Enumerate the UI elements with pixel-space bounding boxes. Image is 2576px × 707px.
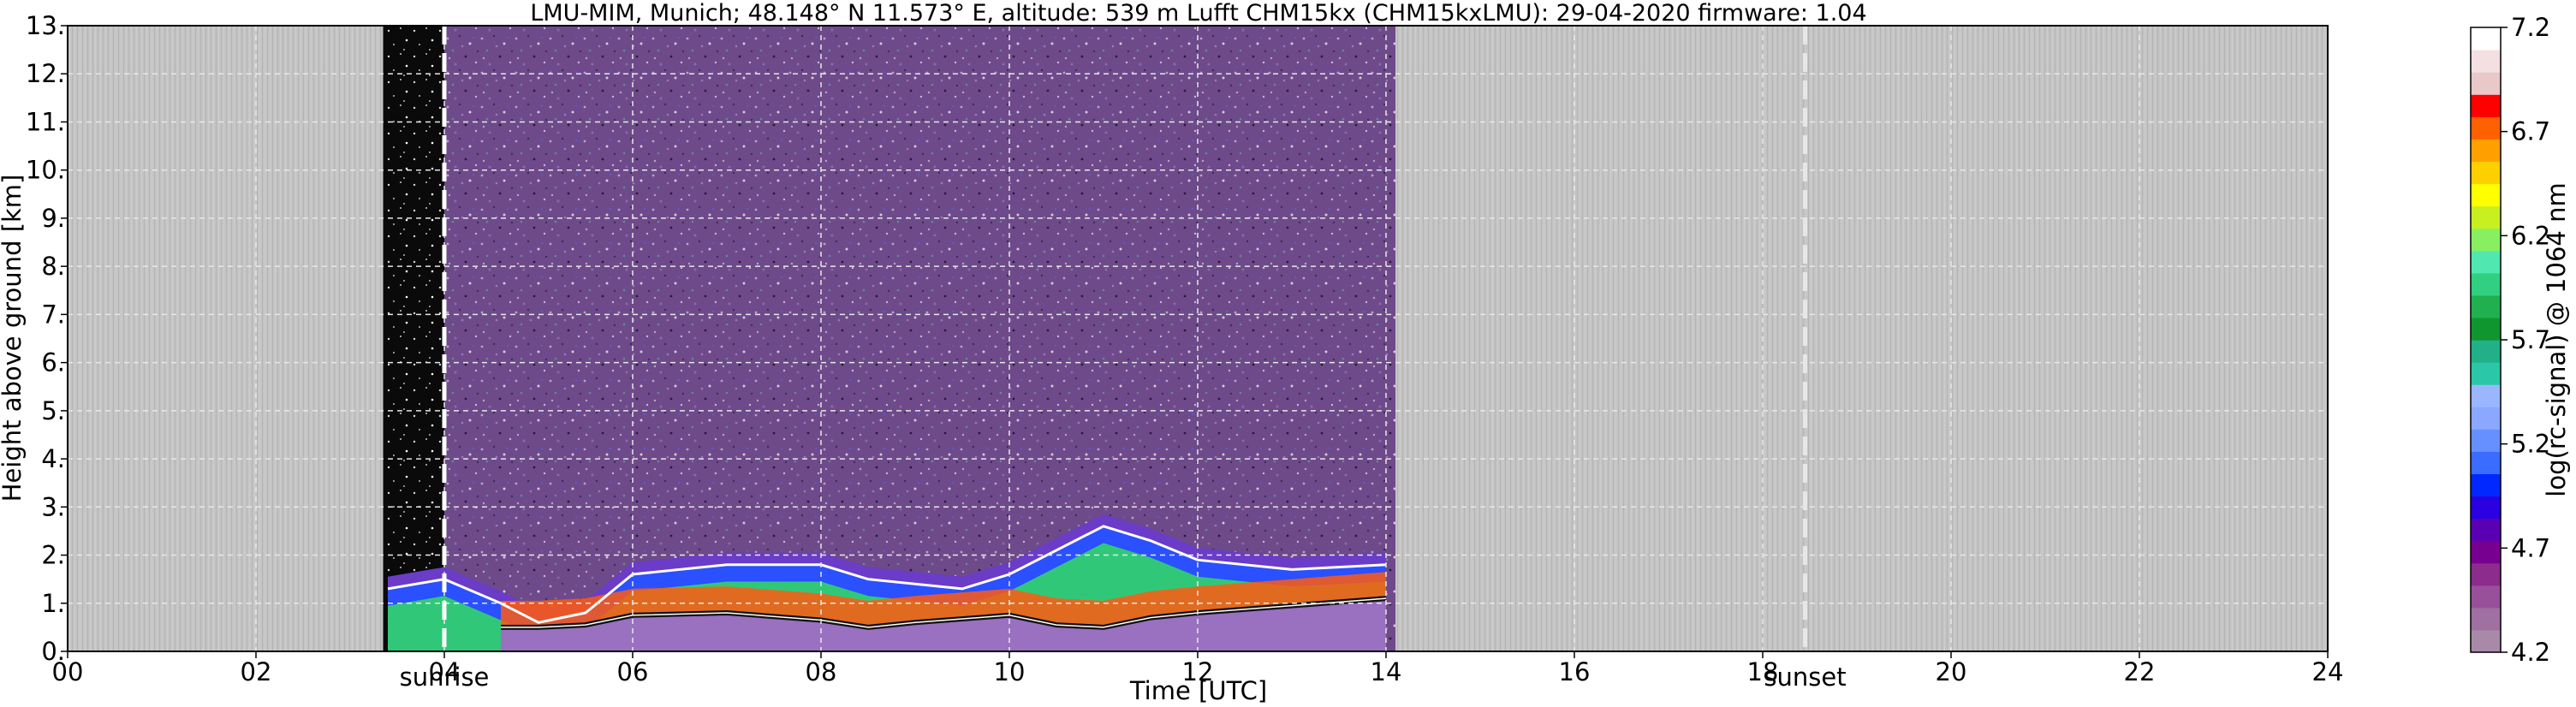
colorbar-swatch bbox=[2471, 205, 2501, 229]
colorbar-ticks: 4.2 4.7 5.2 5.7 6.2 6.7 7.2 bbox=[2501, 13, 2550, 667]
colorbar-swatch bbox=[2471, 183, 2501, 207]
colorbar-swatch bbox=[2471, 294, 2501, 318]
y-tick-label: 10. bbox=[26, 156, 65, 185]
sunrise-label: sunrise bbox=[400, 662, 490, 692]
colorbar-tick-label: 5.7 bbox=[2511, 325, 2550, 354]
colorbar bbox=[2470, 27, 2502, 653]
colorbar-swatch bbox=[2471, 518, 2501, 542]
x-tick-label: 20 bbox=[1936, 657, 1967, 686]
colorbar-label: log(rc-signal) @ 1064 nm bbox=[2542, 182, 2571, 496]
y-axis-ticks: 0. 1. 2. 3. 4. 5. 6. 7. 8. 9. 10. 11. 12. 13. bbox=[26, 11, 68, 666]
colorbar-swatch bbox=[2471, 473, 2501, 497]
x-tick-label: 04 bbox=[429, 657, 461, 686]
colorbar-swatch bbox=[2471, 451, 2501, 475]
x-tick-label: 14 bbox=[1371, 657, 1402, 686]
y-tick-label: 11. bbox=[26, 107, 65, 136]
colorbar-swatch bbox=[2471, 407, 2501, 430]
x-axis-ticks: 00 02 04 06 08 10 12 14 16 18 20 22 24 bbox=[52, 651, 2344, 686]
colorbar-swatch bbox=[2471, 228, 2501, 252]
colorbar-swatch bbox=[2471, 340, 2501, 363]
colorbar-swatch bbox=[2471, 94, 2501, 117]
colorbar-tick-label: 7.2 bbox=[2511, 13, 2550, 42]
event-labels: sunrise sunset bbox=[400, 662, 1847, 692]
y-tick-label: 1. bbox=[41, 589, 65, 618]
colorbar-swatch bbox=[2471, 272, 2501, 296]
y-tick-label: 13. bbox=[26, 11, 65, 40]
chart-title: LMU-MIM, Munich; 48.148° N 11.573° E, al… bbox=[530, 0, 1866, 27]
colorbar-swatch bbox=[2471, 27, 2501, 50]
colorbar-swatch bbox=[2471, 250, 2501, 274]
y-tick-label: 8. bbox=[41, 252, 65, 281]
x-tick-label: 22 bbox=[2124, 657, 2156, 686]
x-tick-label: 16 bbox=[1559, 657, 1591, 686]
colorbar-swatch bbox=[2471, 161, 2501, 185]
x-tick-label: 24 bbox=[2312, 657, 2344, 686]
colorbar-tick-label: 4.2 bbox=[2511, 638, 2550, 667]
colorbar-swatch bbox=[2471, 116, 2501, 140]
y-tick-label: 0. bbox=[41, 637, 65, 666]
colorbar-tick-label: 6.7 bbox=[2511, 117, 2550, 146]
x-tick-label: 00 bbox=[52, 657, 84, 686]
colorbar-swatch bbox=[2471, 72, 2501, 95]
plot-area bbox=[68, 26, 2328, 651]
colorbar-swatch bbox=[2471, 362, 2501, 385]
x-tick-label: 18 bbox=[1747, 657, 1779, 686]
colorbar-swatch bbox=[2471, 317, 2501, 341]
y-tick-label: 6. bbox=[41, 348, 65, 377]
x-tick-label: 06 bbox=[617, 657, 649, 686]
colorbar-tick-label: 4.7 bbox=[2511, 533, 2550, 562]
x-axis-label: Time [UTC] bbox=[1129, 676, 1267, 705]
colorbar-swatch bbox=[2471, 607, 2501, 631]
colorbar-swatch bbox=[2471, 384, 2501, 407]
boundary-layer-signal bbox=[387, 514, 1387, 651]
colorbar-swatch bbox=[2471, 562, 2501, 586]
y-tick-label: 12. bbox=[26, 59, 65, 88]
night-region bbox=[383, 26, 444, 651]
x-tick-label: 12 bbox=[1182, 657, 1214, 686]
sunset-label: sunset bbox=[1764, 662, 1846, 692]
event-lines bbox=[442, 26, 1807, 651]
boundary-layer-top-line bbox=[387, 525, 1387, 624]
residual-layer-edge-line bbox=[501, 597, 1387, 628]
x-tick-label: 10 bbox=[994, 657, 1026, 686]
colorbar-swatch bbox=[2471, 540, 2501, 564]
y-tick-label: 3. bbox=[41, 492, 65, 521]
colorbar-swatch bbox=[2471, 585, 2501, 609]
colorbar-tick-label: 5.2 bbox=[2511, 430, 2550, 459]
x-tick-label: 08 bbox=[806, 657, 837, 686]
surface-layer-band bbox=[501, 598, 1386, 651]
y-tick-label: 2. bbox=[41, 541, 65, 570]
y-tick-label: 7. bbox=[41, 300, 65, 329]
y-axis-label: Height above ground [km] bbox=[0, 175, 27, 502]
x-tick-label: 02 bbox=[241, 657, 272, 686]
colorbar-swatch bbox=[2471, 139, 2501, 163]
y-tick-label: 9. bbox=[41, 204, 65, 233]
colorbar-swatch bbox=[2471, 496, 2501, 520]
colorbar-swatch bbox=[2471, 50, 2501, 73]
data-region bbox=[383, 26, 1395, 651]
colorbar-tick-label: 6.2 bbox=[2511, 221, 2550, 250]
colorbar-swatch bbox=[2471, 629, 2501, 653]
y-tick-label: 4. bbox=[41, 444, 65, 473]
colorbar-swatch bbox=[2471, 429, 2501, 452]
y-tick-label: 5. bbox=[41, 396, 65, 425]
